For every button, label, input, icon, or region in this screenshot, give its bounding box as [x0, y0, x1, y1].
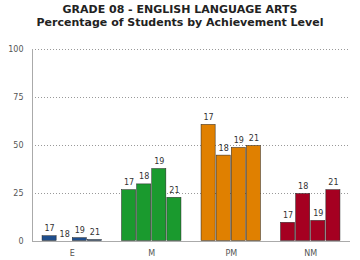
svg-text:21: 21	[249, 134, 259, 143]
svg-text:50: 50	[13, 141, 23, 150]
svg-text:18: 18	[139, 172, 149, 181]
html-text:GRADE 08 - ENGLISH LANGUAGE AR: GRADE 08 - ENGLISH LANGUAGE ARTS	[62, 3, 298, 16]
svg-text:17: 17	[44, 224, 54, 233]
svg-text:21: 21	[90, 228, 100, 237]
svg-text:17: 17	[283, 211, 293, 220]
svg-text:17: 17	[203, 113, 213, 122]
svg-text:18: 18	[219, 144, 229, 153]
svg-text:18: 18	[60, 230, 70, 239]
svg-text:18: 18	[298, 182, 308, 191]
svg-text:19: 19	[234, 136, 244, 145]
svg-text:0: 0	[18, 237, 23, 246]
svg-text:19: 19	[75, 226, 85, 235]
svg-text:NM: NM	[304, 249, 317, 258]
svg-text:75: 75	[13, 93, 23, 102]
svg-text:M: M	[148, 249, 155, 258]
svg-text:17: 17	[124, 178, 134, 187]
svg-text:25: 25	[13, 189, 23, 198]
svg-text:19: 19	[313, 209, 323, 218]
svg-text:E: E	[70, 249, 75, 258]
svg-text:21: 21	[169, 186, 179, 195]
svg-text:PM: PM	[225, 249, 237, 258]
svg-text:21: 21	[328, 178, 338, 187]
html-text:Percentage of Students by Achi: Percentage of Students by Achievement Le…	[36, 16, 324, 29]
svg-text:19: 19	[154, 157, 164, 166]
svg-text:100: 100	[8, 45, 23, 54]
